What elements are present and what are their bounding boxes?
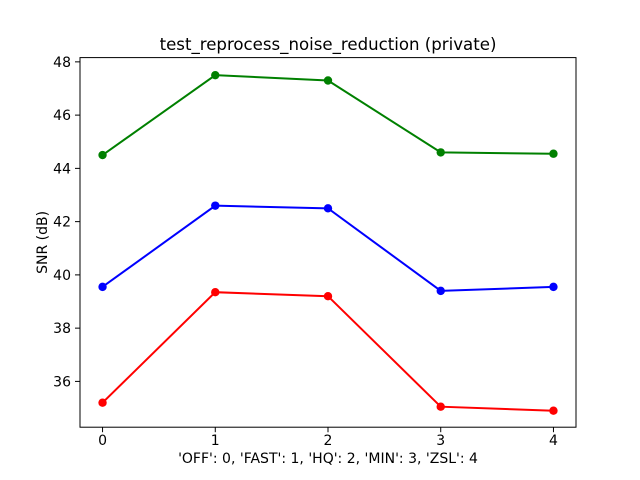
series-green-line <box>101 74 554 156</box>
series-blue-marker <box>549 282 558 292</box>
x-tick-label: 0 <box>98 433 107 449</box>
series-red-marker <box>98 398 107 407</box>
x-tick-label: 2 <box>324 433 333 449</box>
series-blue-marker <box>98 282 107 292</box>
series-green-marker <box>436 148 445 157</box>
series-red-marker <box>549 406 558 415</box>
y-tick-label: 46 <box>53 108 71 124</box>
y-tick-label: 38 <box>53 321 71 337</box>
series-red-line <box>101 291 554 412</box>
series-blue-line <box>101 204 554 292</box>
series-green-marker <box>98 150 107 160</box>
y-tick-label: 40 <box>53 268 71 284</box>
x-tick-label: 4 <box>549 433 558 449</box>
series-blue <box>98 201 558 296</box>
series-green-marker <box>323 76 333 85</box>
plot-frame <box>79 57 577 428</box>
series-blue-marker <box>436 286 445 296</box>
y-tick-label: 42 <box>53 215 71 231</box>
series-blue-marker <box>211 201 220 210</box>
chart-title: test_reprocess_noise_reduction (private) <box>160 35 497 55</box>
series-red <box>98 287 558 415</box>
series-layer <box>98 70 558 415</box>
y-axis-label: SNR (dB) <box>35 211 51 274</box>
axis-ticks: 36 38 40 42 44 46 48 0 1 2 3 4 <box>53 55 558 449</box>
series-red-marker <box>436 402 445 411</box>
series-red-marker <box>323 291 333 301</box>
x-axis-label: 'OFF': 0, 'FAST': 1, 'HQ': 2, 'MIN': 3, … <box>178 451 478 467</box>
series-green <box>98 70 558 160</box>
series-blue-marker <box>323 204 333 213</box>
series-green-marker <box>211 70 220 80</box>
y-tick-label: 36 <box>53 374 71 390</box>
series-green-marker <box>549 149 558 158</box>
x-tick-label: 3 <box>436 433 445 449</box>
y-tick-label: 48 <box>53 55 71 71</box>
x-tick-label: 1 <box>211 433 220 449</box>
y-tick-label: 44 <box>53 161 71 177</box>
series-red-marker <box>211 287 220 297</box>
